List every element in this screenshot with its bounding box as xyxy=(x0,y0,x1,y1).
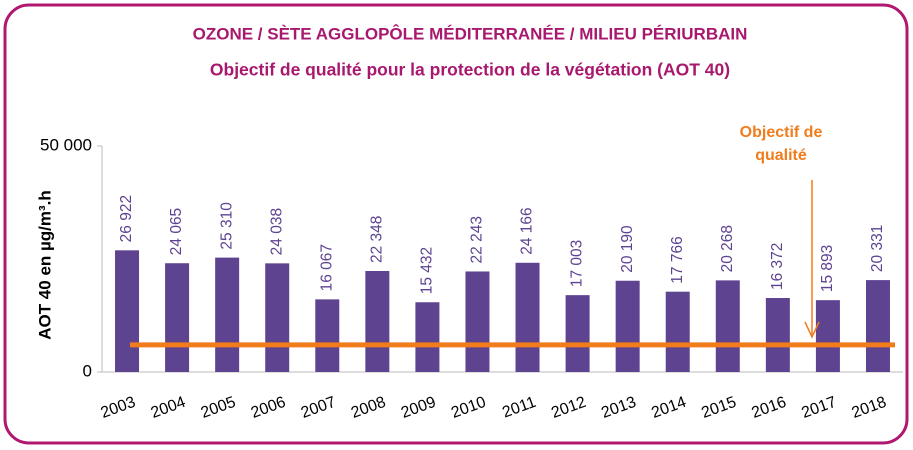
value-label: 16 372 xyxy=(769,243,786,290)
value-label: 20 268 xyxy=(719,225,736,272)
value-label: 25 310 xyxy=(218,202,235,250)
value-label: 17 003 xyxy=(569,240,586,287)
chart-subtitle: Objectif de qualité pour la protection d… xyxy=(210,60,730,80)
value-label: 16 067 xyxy=(318,244,335,291)
value-label: 22 348 xyxy=(368,216,385,263)
value-label: 22 243 xyxy=(469,216,486,263)
chart-title: OZONE / SÈTE AGGLOPÔLE MÉDITERRANÉE / MI… xyxy=(193,24,748,43)
y-tick-label: 50 000 xyxy=(40,135,92,154)
annotation-arrowhead xyxy=(804,321,820,339)
bar xyxy=(265,263,290,372)
bar xyxy=(765,297,790,372)
bar xyxy=(415,302,440,372)
y-tick-label: 0 xyxy=(83,361,92,380)
bar xyxy=(815,300,840,372)
bar xyxy=(515,262,540,372)
annotation: Objectif de xyxy=(740,124,823,141)
value-label: 26 922 xyxy=(118,195,135,242)
bar xyxy=(165,263,190,372)
value-label: 15 432 xyxy=(419,247,436,294)
bar xyxy=(365,270,390,372)
bar xyxy=(665,291,690,372)
value-label: 17 766 xyxy=(669,236,686,283)
bar xyxy=(315,299,340,372)
bar xyxy=(865,280,890,372)
value-label: 24 065 xyxy=(168,208,185,255)
value-label: 15 893 xyxy=(819,245,836,292)
bar xyxy=(115,250,140,372)
value-label: 24 038 xyxy=(268,208,285,255)
bar xyxy=(465,271,490,372)
value-label: 20 190 xyxy=(619,225,636,273)
value-label: 24 166 xyxy=(519,207,536,254)
value-label: 20 331 xyxy=(869,225,886,272)
bar xyxy=(615,280,640,372)
bar xyxy=(215,257,240,372)
bar xyxy=(565,295,590,372)
annotation: qualité xyxy=(755,147,807,164)
bar xyxy=(715,280,740,372)
y-axis-label: AOT 40 en µg/m³.h xyxy=(35,190,54,340)
